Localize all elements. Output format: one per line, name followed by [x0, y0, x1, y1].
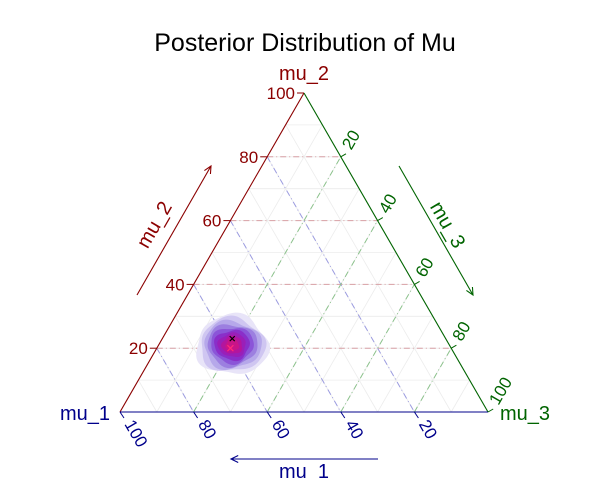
mu-1-tick-mark [340, 411, 346, 419]
arrow-label-mu-2: mu_2 [133, 198, 177, 252]
mu-1-tick-label: 40 [341, 417, 367, 443]
mu-1-tick-mark [193, 411, 199, 419]
reference-lines-layer [156, 156, 452, 413]
point-estimate-marker [229, 335, 236, 342]
right-edge-mu-3 [303, 92, 489, 413]
mu-3-tick-label: 80 [449, 318, 475, 344]
mu-3-major-gridline [340, 284, 415, 413]
grid-line [230, 188, 360, 413]
mu-3-major-gridline [193, 156, 342, 413]
reference-point-marker [226, 344, 234, 352]
mu-3-direction-arrow-head [466, 286, 474, 297]
mu-1-direction-arrow-head [229, 455, 239, 463]
grid-line [156, 124, 323, 413]
corner-label-mu-2: mu_2 [279, 63, 329, 85]
mu-3-tick-mark [377, 217, 384, 222]
mu-2-direction-arrow-head [204, 164, 212, 175]
mu-1-major-gridline [229, 220, 342, 413]
arrow-label-mu-1: mu_1 [279, 461, 329, 480]
density-layer [196, 312, 271, 374]
grid-line [450, 379, 470, 413]
mu-2-tick-label: 80 [239, 148, 258, 167]
mu-2-tick-label: 40 [166, 275, 185, 294]
mu-3-tick-mark [340, 153, 347, 158]
mu-3-tick-mark [487, 408, 494, 413]
triangle-frame [119, 92, 489, 413]
mu-1-major-gridline [156, 347, 195, 413]
corner-label-mu-3: mu_3 [500, 403, 550, 425]
density-contour-9 [225, 338, 240, 351]
mu-2-tick-label: 60 [202, 212, 221, 231]
mu-2-tick-label: 100 [267, 84, 295, 103]
grid-line [303, 252, 397, 413]
left-edge-mu-2 [119, 92, 305, 413]
mu-1-tick-label: 20 [415, 417, 441, 443]
mu-2-direction-arrow [136, 165, 212, 296]
mu-1-tick-label: 60 [268, 417, 294, 443]
mu-3-tick-label: 40 [375, 191, 401, 217]
grid-line [285, 124, 452, 413]
mu-3-major-gridline [413, 347, 452, 413]
grid-line [138, 379, 158, 413]
mu-3-tick-mark [414, 280, 420, 285]
grid-line [248, 188, 378, 413]
mu-2-tick-label: 20 [129, 339, 148, 358]
mu-3-tick-mark [450, 344, 457, 349]
mu-1-tick-mark [413, 411, 419, 419]
mu-1-tick-label: 100 [121, 417, 152, 451]
mu-3-tick-label: 60 [412, 255, 438, 281]
mu-3-major-gridline [266, 220, 379, 413]
chart-title: Posterior Distribution of Mu [154, 29, 456, 57]
mu-1-tick-label: 80 [194, 417, 220, 443]
mu-1-tick-mark [266, 411, 272, 419]
mu-3-direction-arrow [398, 165, 474, 296]
mu-1-tick-mark [119, 411, 125, 419]
mu-3-tick-label: 20 [338, 127, 364, 153]
corner-label-mu-1: mu_1 [60, 403, 110, 425]
point-marks-layer [226, 335, 236, 352]
arrow-label-mu-3: mu_3 [425, 198, 469, 252]
grid-line [377, 316, 434, 413]
mu-1-major-gridline [193, 284, 268, 413]
